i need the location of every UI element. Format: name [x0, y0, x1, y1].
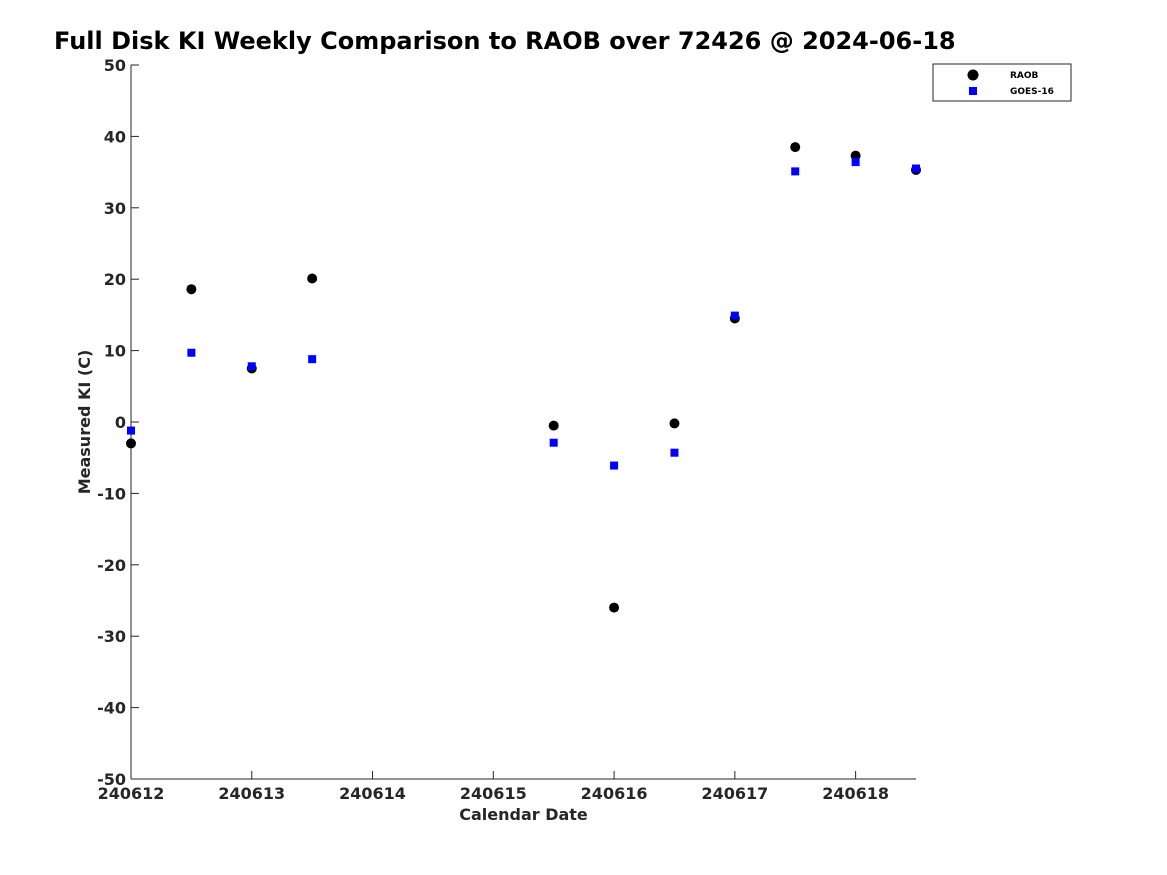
x-tick-label: 240613: [218, 784, 285, 803]
legend-label: GOES-16: [1010, 87, 1054, 97]
goes16-point: [187, 348, 196, 357]
goes16-point: [549, 438, 558, 447]
goes16-point: [670, 448, 679, 457]
raob-point: [548, 420, 559, 431]
goes16-point: [851, 158, 860, 167]
raob-point: [307, 273, 318, 284]
goes16-point: [127, 426, 135, 435]
y-tick-label: 40: [104, 127, 126, 146]
y-tick-label: -50: [97, 770, 126, 789]
x-tick-label: 240616: [581, 784, 648, 803]
y-tick-label: -10: [97, 484, 126, 503]
raob-point: [609, 602, 620, 613]
y-tick-label: -30: [97, 627, 126, 646]
y-tick-label: 10: [104, 342, 126, 361]
plot-marks: [126, 142, 921, 613]
goes16-point: [791, 167, 800, 176]
x-tick-label: 240614: [339, 784, 406, 803]
y-tick-label: -20: [97, 556, 126, 575]
x-axis-label: Calendar Date: [459, 805, 588, 824]
legend-box: [932, 63, 1072, 102]
x-tick-label: 240618: [822, 784, 889, 803]
legend-marker-raob: [967, 69, 979, 81]
y-tick-label: 30: [104, 199, 126, 218]
y-tick-label: 20: [104, 270, 126, 289]
legend: RAOB GOES-16: [932, 63, 1072, 102]
goes16-point: [610, 461, 619, 470]
chart-title: Full Disk KI Weekly Comparison to RAOB o…: [54, 27, 956, 55]
y-tick-label: -40: [97, 699, 126, 718]
y-tick-label: 0: [115, 413, 126, 432]
goes16-point: [730, 311, 739, 320]
raob-point: [669, 418, 680, 429]
legend-marker-goes16: [969, 87, 977, 95]
raob-point: [790, 142, 801, 153]
x-tick-label: 240615: [460, 784, 527, 803]
raob-point: [186, 284, 197, 295]
x-tick-label: 240617: [701, 784, 768, 803]
raob-point: [126, 438, 136, 449]
y-tick-label: 50: [104, 56, 126, 75]
x-tick-label: 240612: [98, 784, 165, 803]
goes16-point: [247, 362, 256, 371]
goes16-point: [912, 164, 920, 173]
y-axis-label: Measured KI (C): [75, 350, 94, 495]
legend-label: RAOB: [1010, 71, 1039, 81]
goes16-point: [308, 355, 317, 364]
